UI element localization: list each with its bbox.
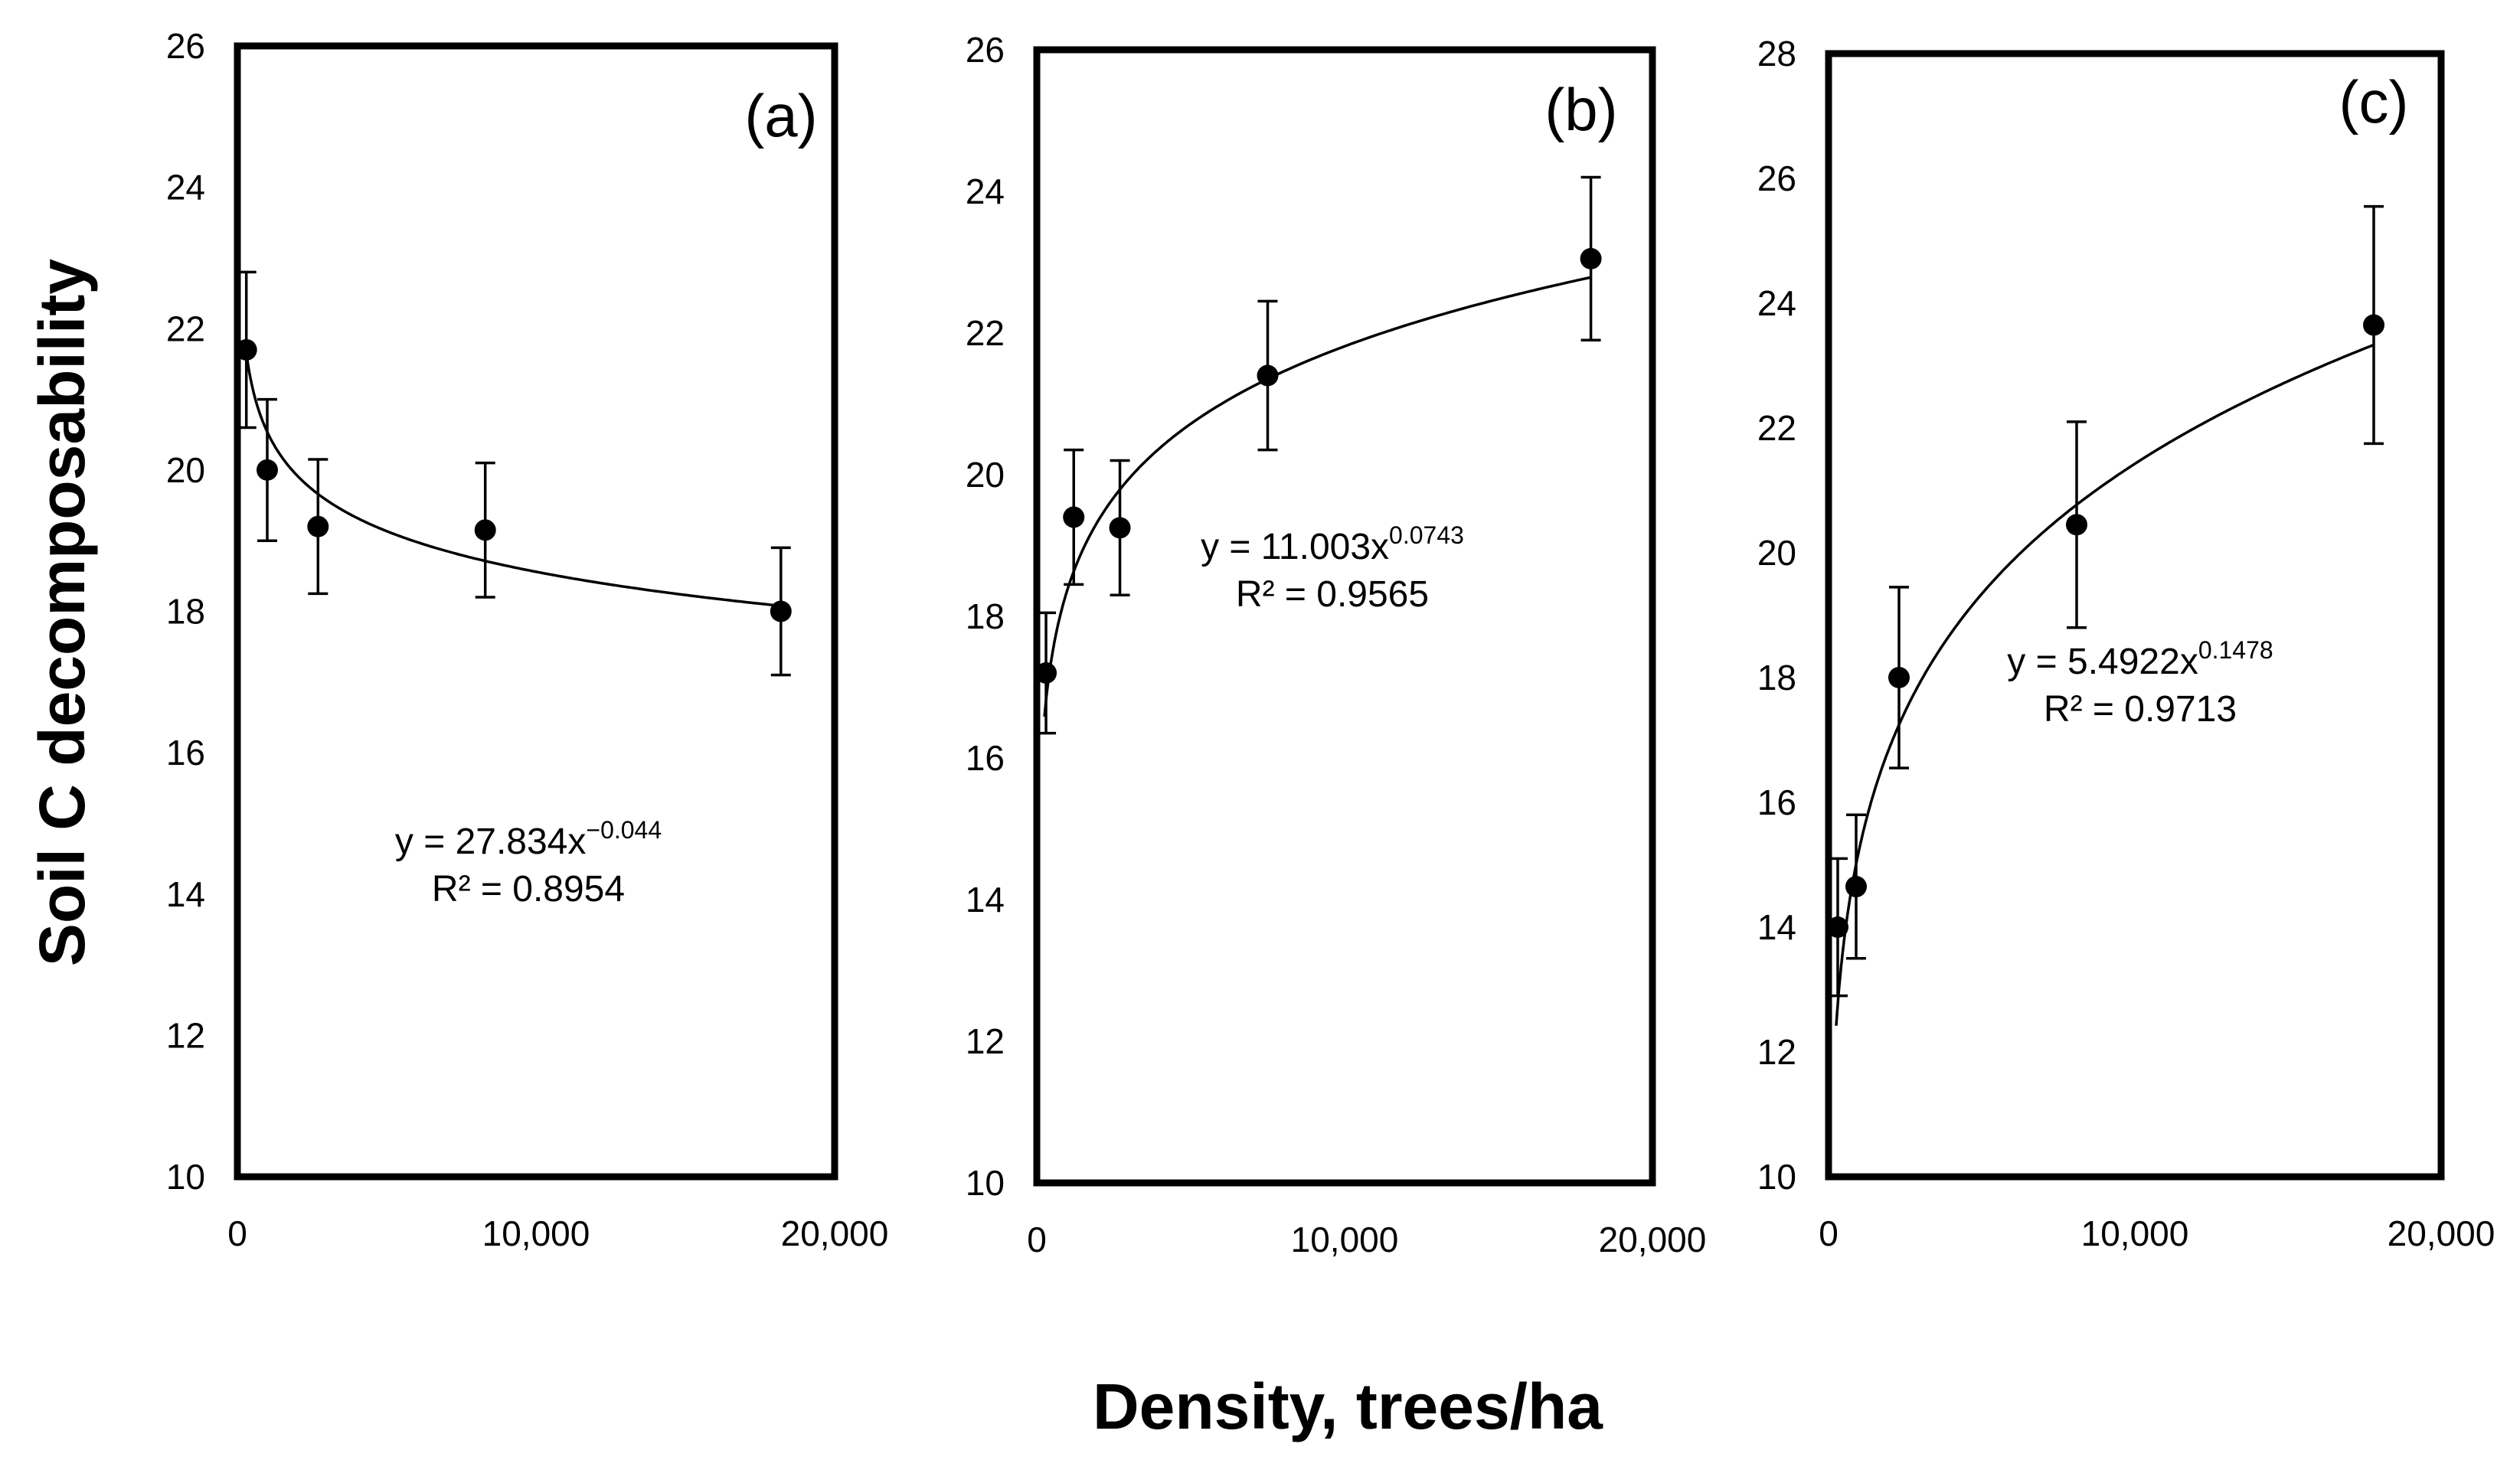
y-tick-label: 24 xyxy=(166,168,205,207)
panel-2: 10 12 14 16 18 20 22 24 26 0 10,000 20,000 (b) y = 11… xyxy=(966,30,1707,1259)
y-tick-label: 18 xyxy=(166,592,205,632)
fit-equation: y = 5.4922x0.1478 xyxy=(2007,636,2273,682)
data-point xyxy=(2363,314,2384,336)
fit-equation: y = 27.834x−0.044 xyxy=(395,816,662,862)
panel-label: (c) xyxy=(2339,68,2409,136)
y-tick-label: 26 xyxy=(966,30,1005,70)
y-tick-label: 14 xyxy=(966,880,1005,920)
data-point xyxy=(1580,247,1602,270)
y-tick-label: 12 xyxy=(966,1021,1005,1061)
y-tick-label: 16 xyxy=(1757,782,1796,822)
data-point xyxy=(474,519,496,541)
trend-line xyxy=(244,340,781,608)
x-tick-label: 10,000 xyxy=(482,1214,590,1253)
data-point xyxy=(1845,876,1867,898)
y-tick-label: 18 xyxy=(1757,658,1796,697)
data-point xyxy=(1888,667,1910,688)
y-tick-label: 14 xyxy=(1757,907,1796,947)
y-tick-label: 22 xyxy=(1757,408,1796,448)
panel-label: (b) xyxy=(1544,76,1617,143)
y-tick-label: 20 xyxy=(966,455,1005,495)
y-tick-label: 20 xyxy=(166,450,205,490)
data-point xyxy=(2066,514,2087,536)
x-axis-label: Density, trees/ha xyxy=(1093,1370,1603,1442)
y-tick-label: 12 xyxy=(1757,1032,1796,1072)
data-point xyxy=(1257,364,1279,387)
y-tick-label: 14 xyxy=(166,874,205,914)
y-tick-label: 10 xyxy=(1757,1157,1796,1197)
data-point xyxy=(235,338,257,361)
y-tick-label: 24 xyxy=(1757,283,1796,323)
y-tick-label: 26 xyxy=(1757,158,1796,198)
x-tick-label: 0 xyxy=(1819,1214,1839,1253)
fit-equation-exponent: 0.1478 xyxy=(2198,636,2273,664)
x-tick-label: 0 xyxy=(1027,1220,1047,1259)
panel-3: 10 12 14 16 18 20 22 24 26 28 0 10,000 20,000 (c) y = … xyxy=(1757,34,2495,1253)
data-point xyxy=(1827,916,1848,938)
panel-label: (a) xyxy=(744,82,817,149)
panels: 10 12 14 16 18 20 22 24 26 0 10,000 20,000 (a) y = 27… xyxy=(166,26,2495,1259)
trend-line xyxy=(1043,276,1591,718)
data-point xyxy=(1035,662,1057,684)
plot-frame xyxy=(1825,50,2445,1181)
y-tick-label: 10 xyxy=(966,1163,1005,1203)
r-squared: R² = 0.9713 xyxy=(2044,689,2237,730)
data-point xyxy=(1109,517,1131,539)
y-tick-label: 10 xyxy=(166,1157,205,1197)
y-tick-label: 16 xyxy=(966,738,1005,778)
r-squared: R² = 0.8954 xyxy=(432,869,625,910)
x-tick-label: 20,000 xyxy=(2388,1214,2495,1253)
y-tick-label: 24 xyxy=(966,172,1005,211)
y-tick-label: 28 xyxy=(1757,34,1796,74)
x-tick-label: 20,000 xyxy=(1599,1220,1707,1259)
y-tick-label: 26 xyxy=(166,26,205,66)
fit-equation-base: y = 11.003x xyxy=(1201,527,1389,567)
panel-1: 10 12 14 16 18 20 22 24 26 0 10,000 20,000 (a) y = 27… xyxy=(166,26,889,1253)
x-tick-label: 0 xyxy=(227,1214,247,1253)
fit-equation: y = 11.003x0.0743 xyxy=(1201,521,1464,567)
y-tick-label: 18 xyxy=(966,596,1005,636)
x-tick-label: 20,000 xyxy=(781,1214,889,1253)
y-tick-label: 12 xyxy=(166,1015,205,1055)
y-axis-label: Soil C decomposability xyxy=(26,259,98,966)
plot-frame xyxy=(234,42,838,1181)
trend-line xyxy=(1835,343,2375,1026)
data-point xyxy=(1063,506,1085,528)
fit-equation-exponent: −0.044 xyxy=(586,816,662,844)
plot-frame xyxy=(1033,46,1656,1187)
y-tick-label: 22 xyxy=(966,313,1005,353)
r-squared: R² = 0.9565 xyxy=(1236,574,1429,615)
data-point xyxy=(257,459,278,481)
x-tick-label: 10,000 xyxy=(1291,1220,1399,1259)
y-tick-label: 22 xyxy=(166,309,205,348)
fit-equation-exponent: 0.0743 xyxy=(1389,521,1464,549)
y-tick-label: 16 xyxy=(166,733,205,773)
fit-equation-base: y = 27.834x xyxy=(395,822,587,862)
data-point xyxy=(307,515,329,537)
y-tick-label: 20 xyxy=(1757,533,1796,573)
data-point xyxy=(770,600,792,622)
x-tick-label: 10,000 xyxy=(2081,1214,2189,1253)
fit-equation-base: y = 5.4922x xyxy=(2007,642,2198,682)
